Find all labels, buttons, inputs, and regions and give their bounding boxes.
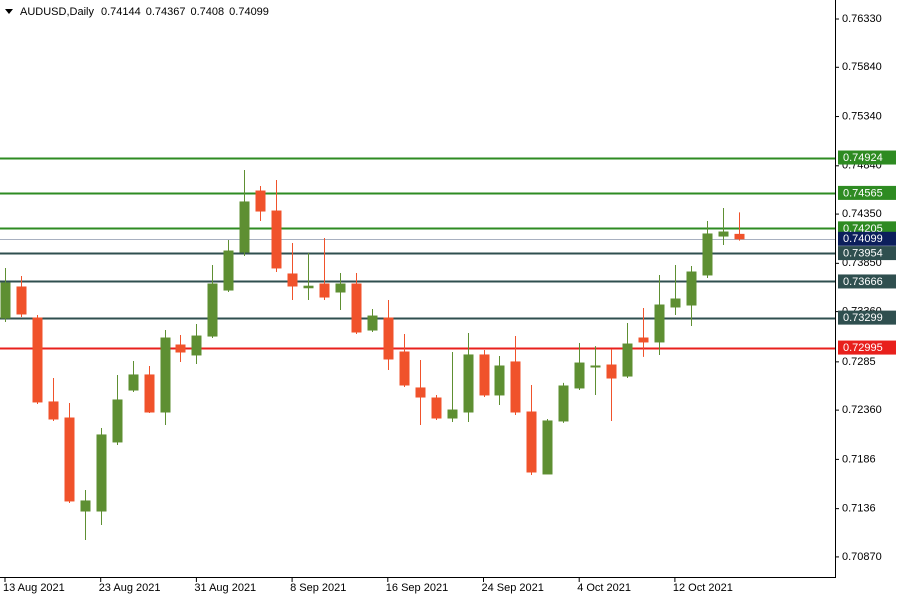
menu-arrow[interactable]	[5, 9, 13, 14]
candle-body	[303, 285, 314, 289]
candle-body	[191, 335, 202, 356]
x-tick-label: 16 Sep 2021	[386, 582, 448, 594]
candle-body	[0, 282, 11, 319]
candle-body	[463, 354, 474, 413]
candle-body	[16, 286, 27, 315]
candle-body	[32, 317, 43, 403]
candle-body	[271, 210, 282, 269]
candle-body	[319, 283, 330, 298]
level-label-bg	[838, 231, 896, 246]
candle-body	[415, 387, 426, 398]
y-tick-label: 0.75340	[842, 110, 882, 122]
candle-body	[255, 190, 266, 212]
level-label-bg	[838, 274, 896, 289]
close-value: 0.74099	[229, 6, 269, 18]
candle-body	[128, 374, 139, 391]
x-tick-label: 12 Oct 2021	[673, 582, 733, 594]
candle-body	[367, 315, 378, 331]
candle-body	[494, 365, 505, 396]
level-label: 0.74099	[843, 233, 883, 245]
candle-body	[574, 362, 585, 389]
candle-body	[479, 354, 490, 396]
candle-body	[542, 420, 553, 475]
candle-body	[734, 233, 745, 240]
level-label-bg	[838, 150, 896, 165]
level-label: 0.73299	[843, 312, 883, 324]
y-tick-label: 0.70870	[842, 551, 882, 563]
x-tick-label: 8 Sep 2021	[290, 582, 346, 594]
candle-body	[590, 365, 601, 368]
candle-body	[399, 351, 410, 386]
candle-body	[287, 273, 298, 287]
y-tick-label: 0.73850	[842, 257, 882, 269]
open-value: 0.74144	[101, 6, 141, 18]
y-tick-label: 0.7186	[842, 453, 876, 465]
x-tick-label: 31 Aug 2021	[194, 582, 256, 594]
candle-body	[223, 250, 234, 291]
candle-body	[160, 337, 171, 413]
level-label: 0.73666	[843, 276, 883, 288]
candle-body	[622, 343, 633, 377]
y-tick-label: 0.72360	[842, 404, 882, 416]
y-tick-label: 0.7136	[842, 503, 876, 515]
x-tick-label: 23 Aug 2021	[99, 582, 161, 594]
x-tick-label: 4 Oct 2021	[577, 582, 631, 594]
level-label: 0.74565	[843, 187, 883, 199]
symbol: AUDUSD,Daily	[20, 6, 94, 18]
level-label-bg	[838, 246, 896, 261]
candle-body	[239, 201, 250, 253]
low-value: 0.7408	[191, 6, 225, 18]
candle-body	[718, 231, 729, 237]
candle-body	[64, 417, 75, 502]
plot-layer	[0, 157, 835, 350]
level-label: 0.74924	[843, 152, 883, 164]
candle-body	[80, 500, 91, 512]
candle-body	[526, 411, 537, 473]
level-label: 0.73954	[843, 247, 883, 259]
candle-body	[510, 361, 521, 413]
candle-body	[447, 409, 458, 419]
candle-body	[702, 233, 713, 276]
header: AUDUSD,Daily 0.74144 0.74367 0.7408 0.74099	[20, 6, 269, 18]
candle-body	[351, 283, 362, 333]
candle-body	[431, 397, 442, 419]
candle-body	[638, 337, 649, 343]
level-label-bg	[838, 310, 896, 325]
candle-body	[654, 304, 665, 343]
candle-body	[175, 344, 186, 353]
level-label-bg	[838, 185, 896, 200]
y-tick-label: 0.75840	[842, 61, 882, 73]
candle-body	[670, 298, 681, 308]
candle-body	[383, 317, 394, 360]
candle-body	[96, 434, 107, 512]
high-value: 0.74367	[146, 6, 186, 18]
y-tick-label: 0.76330	[842, 13, 882, 25]
level-label: 0.72995	[843, 342, 883, 354]
y-tick-label: 0.74350	[842, 208, 882, 220]
candle-body	[144, 374, 155, 413]
level-label-bg	[838, 340, 896, 355]
candle-body	[558, 385, 569, 422]
x-tick-label: 13 Aug 2021	[3, 582, 65, 594]
candle-body	[48, 401, 59, 420]
level-label: 0.74205	[843, 223, 883, 235]
candle-body	[207, 283, 218, 337]
candle-body	[112, 399, 123, 443]
candle-body	[686, 271, 697, 306]
candle-body	[335, 283, 346, 293]
candle-body	[606, 364, 617, 379]
y-tick-label: 0.7285	[842, 356, 876, 368]
x-tick-label: 24 Sep 2021	[482, 582, 544, 594]
